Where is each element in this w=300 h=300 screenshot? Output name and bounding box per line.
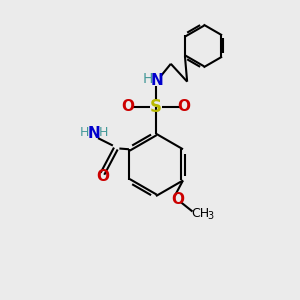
Text: 3: 3 xyxy=(207,211,213,221)
Text: N: N xyxy=(151,73,164,88)
Text: H: H xyxy=(99,126,109,139)
Text: CH: CH xyxy=(191,207,210,220)
Text: O: O xyxy=(96,169,109,184)
Text: O: O xyxy=(121,99,134,114)
Text: H: H xyxy=(142,72,153,86)
Text: O: O xyxy=(178,99,191,114)
Text: S: S xyxy=(150,98,162,116)
Text: N: N xyxy=(88,126,100,141)
Text: H: H xyxy=(80,126,89,139)
Text: O: O xyxy=(172,191,185,206)
